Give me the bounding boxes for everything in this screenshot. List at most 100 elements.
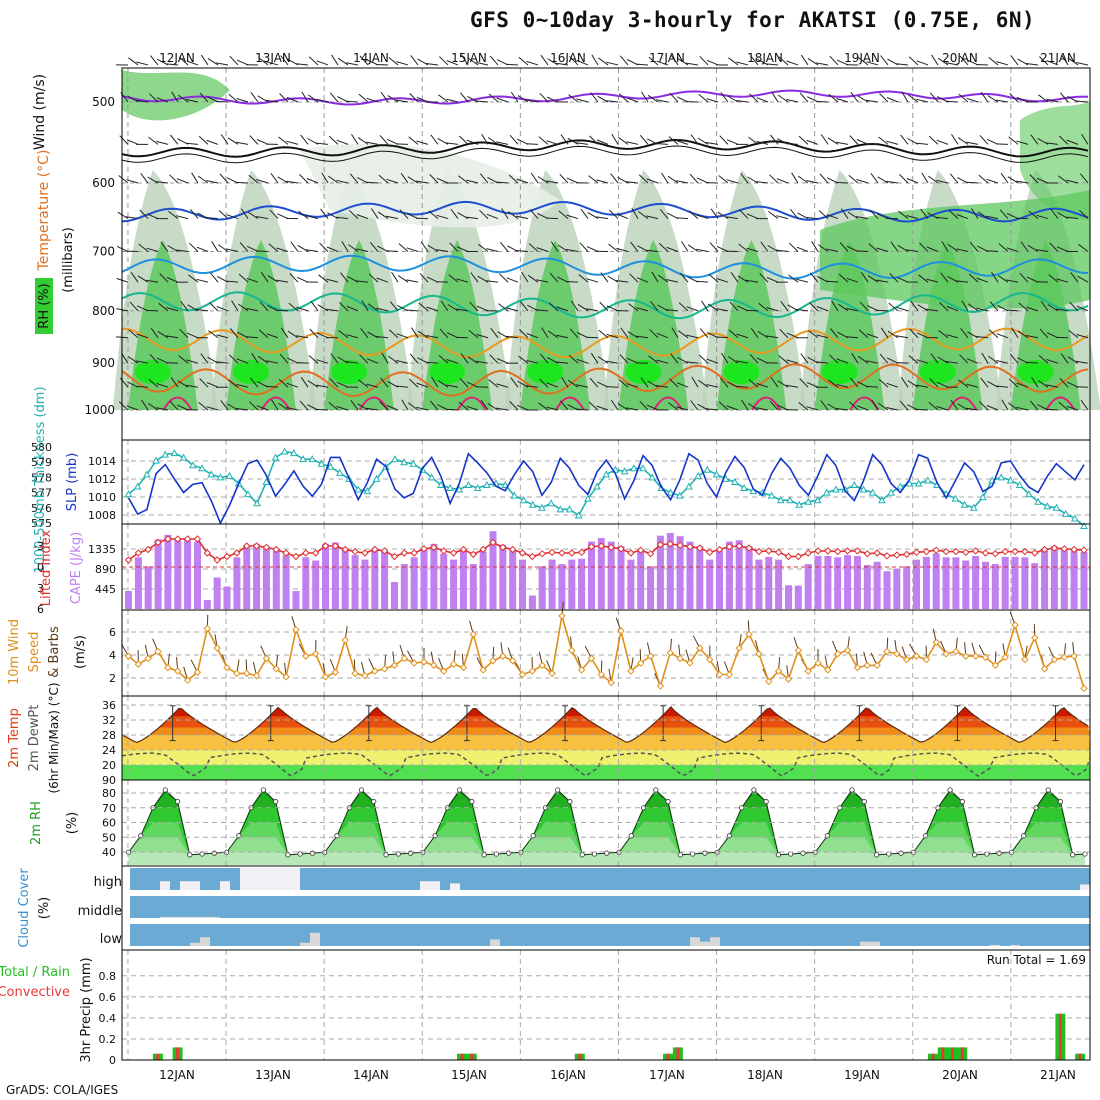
wind-barb xyxy=(277,176,289,184)
series-point xyxy=(508,545,517,554)
series-point xyxy=(1080,684,1088,693)
wind-barb xyxy=(439,56,449,66)
wind-barb xyxy=(748,378,759,388)
wind-barb xyxy=(569,328,579,339)
wind-barb xyxy=(778,355,789,364)
wind-barb xyxy=(580,208,589,219)
wind-barb xyxy=(708,273,719,283)
wind-barb xyxy=(829,354,839,364)
cloud-bar xyxy=(200,916,210,918)
wind-barb xyxy=(117,211,129,220)
wind-barb xyxy=(346,62,359,66)
wind-barb xyxy=(610,399,619,411)
cape-bar xyxy=(125,591,132,609)
wind-barb xyxy=(346,361,359,364)
wind-barb xyxy=(518,56,529,66)
precip-convective-label: Convective xyxy=(0,985,70,1000)
wind-barb xyxy=(366,141,379,145)
series-point xyxy=(593,482,601,490)
wind-barb xyxy=(495,181,509,184)
wind-barb xyxy=(426,63,439,66)
wind-barb xyxy=(719,135,729,145)
wind-barb xyxy=(547,58,559,66)
series-point xyxy=(577,548,586,557)
wind-barb xyxy=(296,335,309,339)
wind-barb xyxy=(156,181,169,184)
temp-tick-label: 36 xyxy=(102,699,116,712)
wind-barb xyxy=(128,329,139,339)
hot-contour xyxy=(260,396,291,411)
wind-barb xyxy=(467,57,479,66)
wind-barb xyxy=(977,211,989,219)
wind-barb xyxy=(576,98,589,103)
wind-barb xyxy=(446,98,459,103)
wind-barb xyxy=(966,407,979,411)
series-point xyxy=(565,505,574,513)
rh-point xyxy=(297,851,303,857)
series-point xyxy=(440,547,448,555)
rh-point xyxy=(567,799,573,805)
series-point xyxy=(410,549,418,557)
wind-barb xyxy=(259,301,269,312)
series-point xyxy=(134,660,143,668)
wind-barb xyxy=(556,334,569,339)
wind-barb xyxy=(837,303,849,312)
cape-bar xyxy=(844,555,852,609)
wind-barb xyxy=(648,56,659,66)
wind-barb xyxy=(1039,56,1049,66)
wind-barb xyxy=(597,356,609,364)
cape-bar xyxy=(528,595,536,609)
cape-bar xyxy=(922,556,930,609)
wind-barb xyxy=(656,332,669,339)
wind-barb xyxy=(249,401,259,411)
wind-barb xyxy=(1018,302,1029,312)
wind-barb xyxy=(186,359,199,364)
wind-barb xyxy=(606,100,619,103)
series-point xyxy=(574,511,583,519)
wind-barb xyxy=(876,213,889,220)
wind-barb xyxy=(830,328,839,339)
wind-barb xyxy=(456,308,469,312)
cloud-level-band xyxy=(130,924,1090,946)
wind-barb xyxy=(626,141,639,145)
wind-barb xyxy=(756,383,769,388)
wind-barb xyxy=(380,377,389,388)
wind-barb xyxy=(239,242,249,252)
temperature-axis-label: Temperature (°C) xyxy=(36,150,52,272)
wind-barb xyxy=(996,360,1009,364)
series-point xyxy=(459,663,468,672)
wind-barb xyxy=(991,271,999,283)
wind-barb xyxy=(699,328,709,339)
wind-barb xyxy=(777,380,789,388)
wind-barb xyxy=(828,93,839,103)
wind-barb xyxy=(226,248,239,253)
wind-barb xyxy=(739,209,749,219)
cloud-bar xyxy=(190,942,200,946)
pressure-tick-label: 600 xyxy=(92,176,115,190)
wind-barb xyxy=(1066,139,1079,145)
cape-bar xyxy=(233,557,241,609)
wind-barb xyxy=(386,215,399,220)
wind-barb xyxy=(716,308,729,312)
temp-axis-label-2: 2m DewPt xyxy=(27,705,42,772)
series-point xyxy=(1043,502,1052,510)
wind-barb xyxy=(1028,210,1039,219)
wind-barb xyxy=(641,91,649,103)
series-point xyxy=(183,535,192,543)
wind-barb xyxy=(600,272,609,283)
wind-barb xyxy=(508,174,519,184)
wind-barb xyxy=(300,134,309,145)
wind-barb xyxy=(626,97,639,103)
wind-barb xyxy=(661,172,669,184)
wind-barb xyxy=(210,272,219,283)
precip-convective-bar xyxy=(460,1053,464,1060)
series-point xyxy=(161,450,170,458)
wind-barb xyxy=(806,406,819,411)
wind-barb xyxy=(496,383,509,388)
cape-bar xyxy=(312,560,320,609)
wind-barb xyxy=(331,54,339,66)
wind-barb xyxy=(411,327,419,339)
wind-barb xyxy=(817,244,829,252)
wind-barb xyxy=(150,55,159,66)
precip-convective-bar xyxy=(676,1047,680,1060)
